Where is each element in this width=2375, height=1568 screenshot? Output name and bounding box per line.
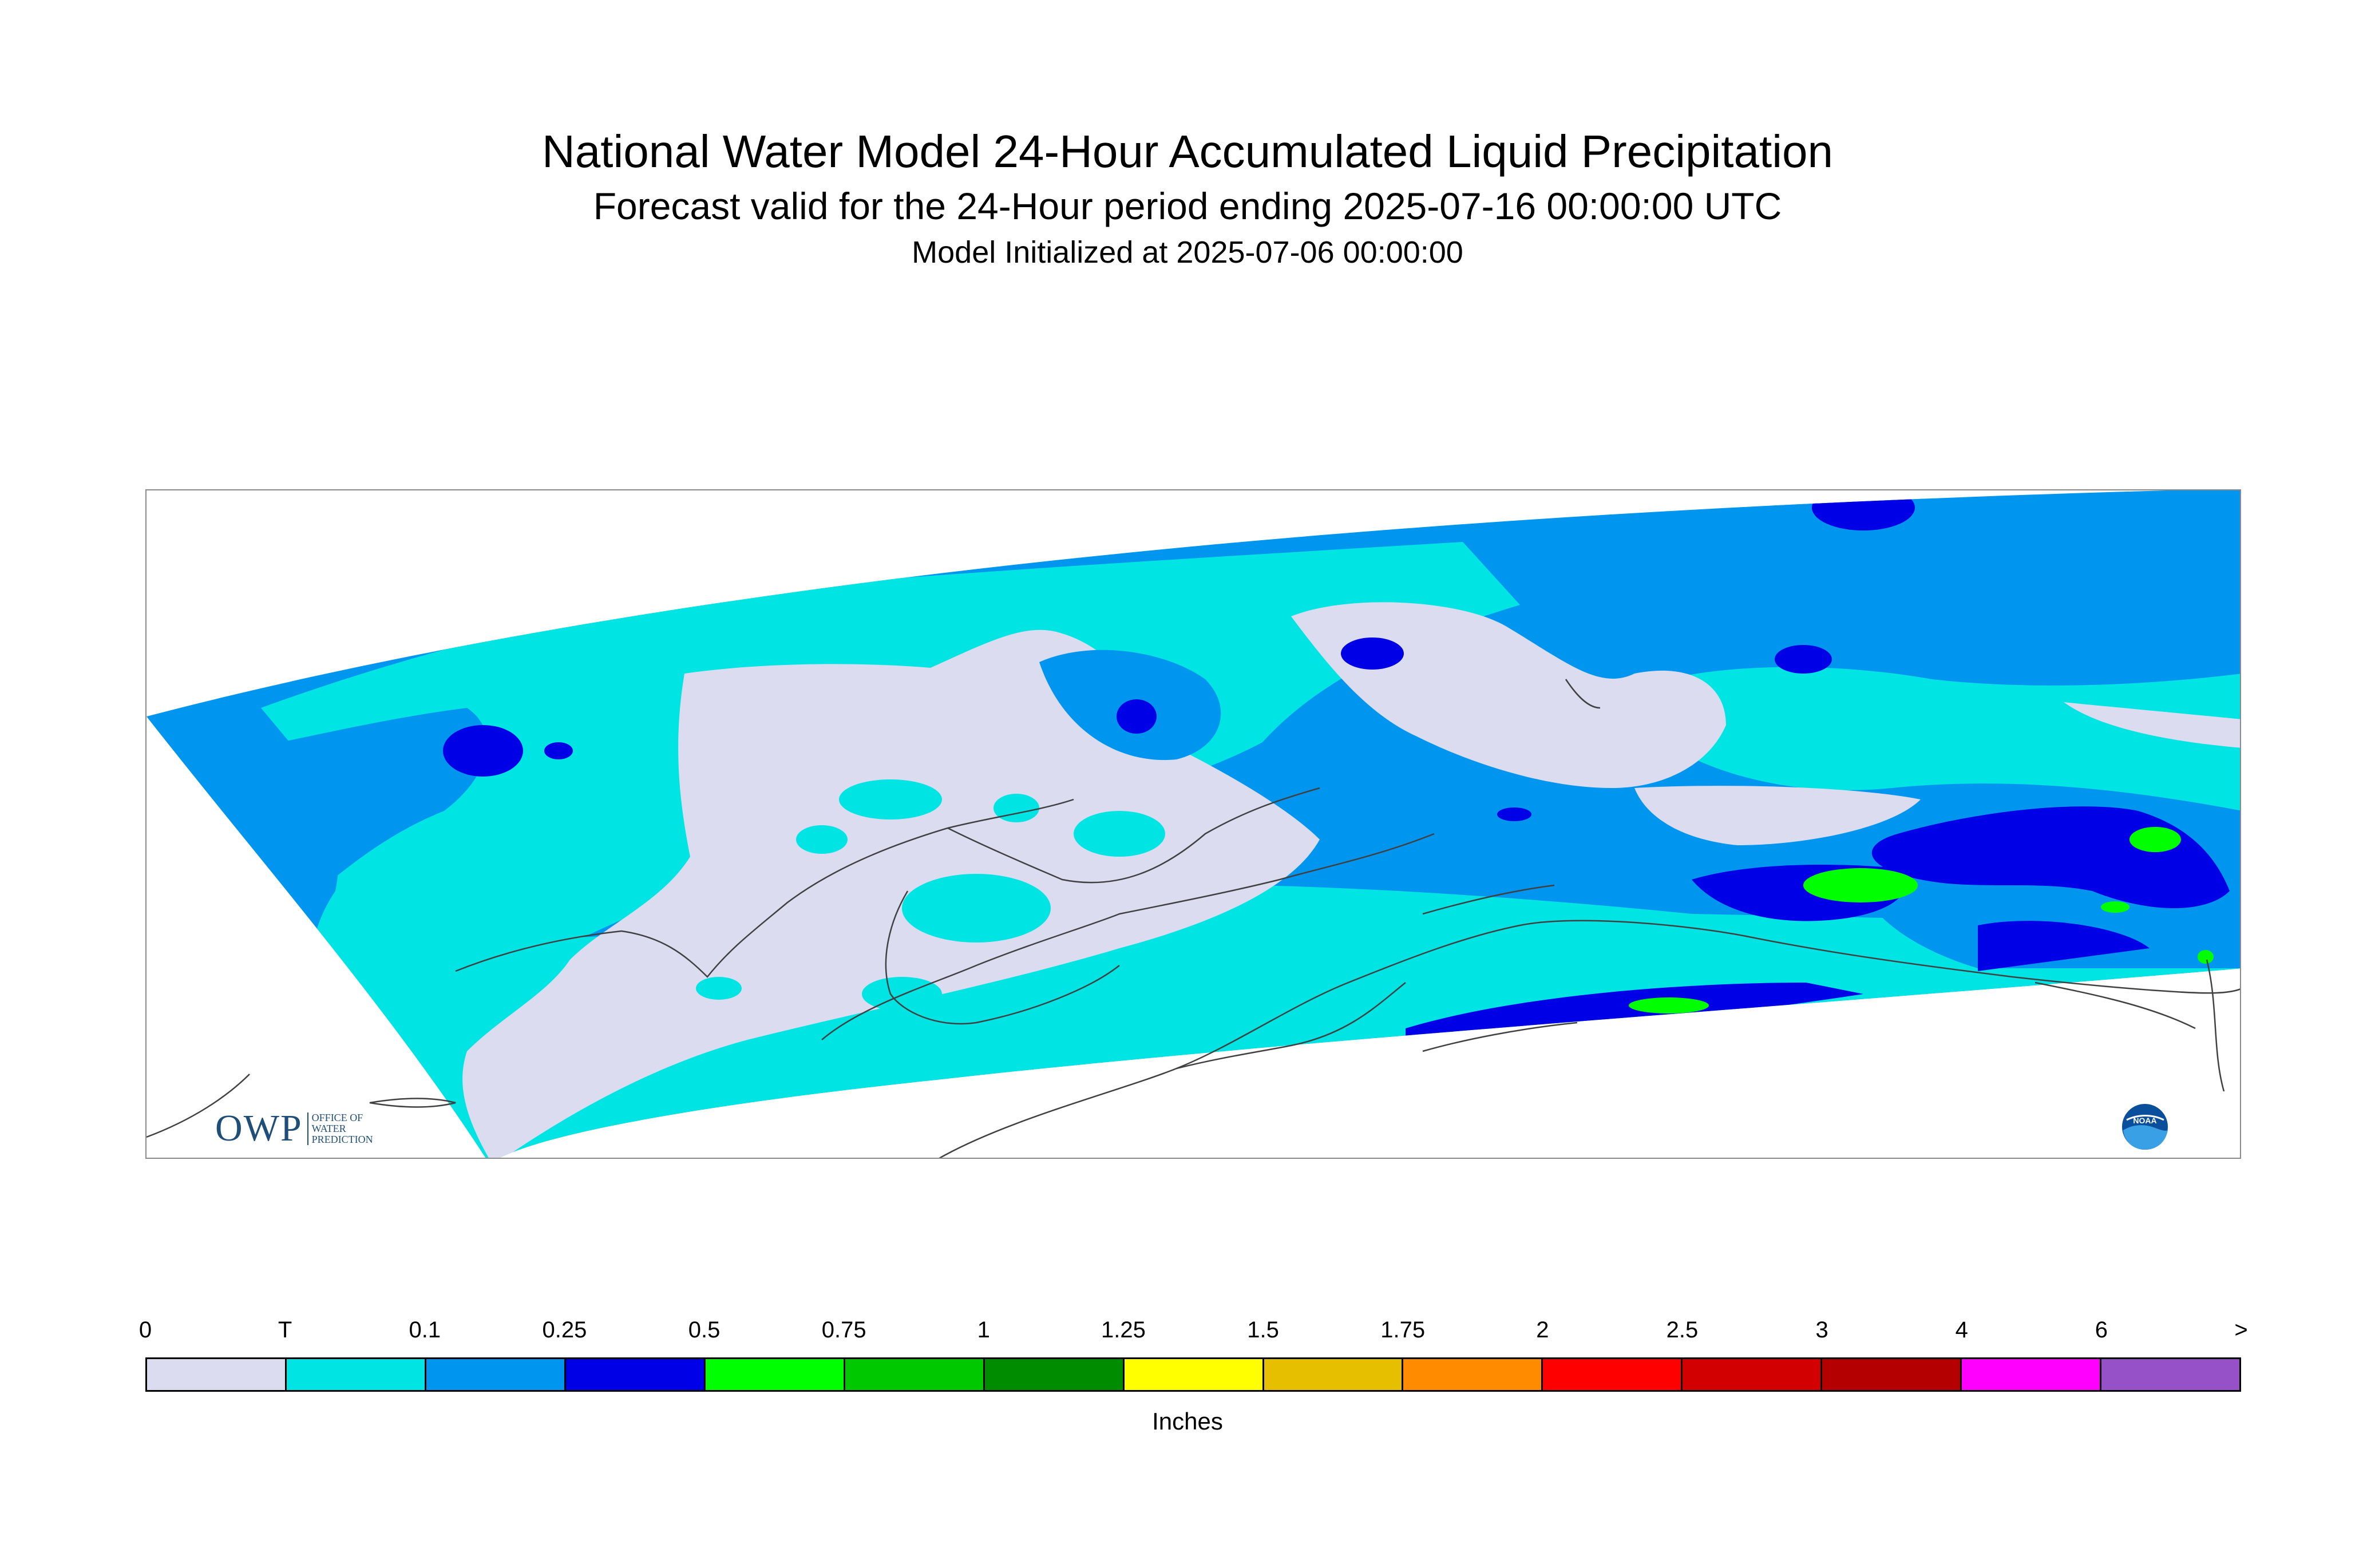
colorbar-swatch	[1543, 1359, 1683, 1390]
precip-band-0.25	[443, 725, 523, 777]
precip-zero-interior	[462, 629, 1320, 1158]
precip-trace-patch	[1074, 811, 1165, 857]
colorbar-tick-label: 1.25	[1101, 1317, 1146, 1343]
precip-band-0.1	[1451, 787, 1589, 861]
colorbar-swatch	[565, 1359, 706, 1390]
map-title: National Water Model 24-Hour Accumulated…	[542, 126, 1833, 177]
precip-band-0.25	[1341, 638, 1404, 670]
colorbar-tick-label: >	[2234, 1317, 2248, 1343]
precip-trace-east	[1646, 667, 2240, 811]
precip-band-0.5	[2198, 950, 2214, 964]
precip-band-0.25	[544, 742, 573, 759]
colorbar-swatch	[1962, 1359, 2102, 1390]
colorbar-swatch	[2101, 1359, 2240, 1390]
precip-trace-patch	[796, 825, 848, 854]
colorbar-tick-label: 2.5	[1666, 1317, 1699, 1343]
colorbar-tick-label: 0.1	[409, 1317, 441, 1343]
coastline-southeast	[1422, 1021, 1578, 1052]
precip-trace-patch	[696, 977, 742, 1000]
noaa-logo-text: NOAA	[2133, 1116, 2156, 1125]
coastline-lake	[885, 890, 1120, 1025]
colorbar-tick-label: 0.25	[542, 1317, 587, 1343]
owp-line-2: WATER	[311, 1122, 346, 1134]
precip-band-0.25	[1117, 699, 1157, 734]
precip-trace-patch	[902, 874, 1051, 943]
owp-line-3: PREDICTION	[311, 1133, 373, 1145]
colorbar-tick-label: 3	[1815, 1317, 1828, 1343]
noaa-logo-icon: NOAA	[2122, 1104, 2168, 1150]
precipitation-map	[147, 490, 2240, 1158]
colorbar	[145, 1357, 2241, 1392]
precip-field	[147, 490, 2240, 1158]
precip-band-0.5	[1629, 997, 1709, 1013]
precip-trace-patch	[993, 794, 1039, 822]
colorbar-tick-label: 1.5	[1247, 1317, 1279, 1343]
colorbar-swatch	[1683, 1359, 1823, 1390]
owp-logo-text: OWP	[215, 1107, 303, 1149]
colorbar-swatch	[1264, 1359, 1404, 1390]
colorbar-swatch	[845, 1359, 985, 1390]
colorbar-swatch	[426, 1359, 566, 1390]
colorbar-swatch	[286, 1359, 426, 1390]
precip-trace-patch	[839, 779, 942, 819]
coast-inlet-ne	[1565, 679, 1601, 709]
coastline-east-edge	[2206, 959, 2225, 1092]
coastline-sw	[147, 1074, 250, 1138]
precip-trace-patch	[862, 977, 942, 1011]
colorbar-tick-label: 4	[1955, 1317, 1968, 1343]
owp-line-1: OFFICE OF	[311, 1111, 363, 1123]
coastlines	[147, 679, 2240, 1158]
inlet-coast	[947, 787, 1320, 884]
precip-band-0.25	[1978, 921, 2150, 971]
precip-band-0.5	[2101, 901, 2129, 913]
colorbar-tick-label: 2	[1536, 1317, 1549, 1343]
owp-logo-subtitle: OFFICE OF WATER PREDICTION	[307, 1112, 373, 1145]
colorbar-swatch	[1124, 1359, 1264, 1390]
colorbar-swatch	[1822, 1359, 1962, 1390]
colorbar-swatch	[1403, 1359, 1543, 1390]
colorbar-swatch	[984, 1359, 1125, 1390]
coastline-interior	[455, 798, 1074, 978]
map-frame[interactable]: OWP OFFICE OF WATER PREDICTION NOAA	[145, 489, 2241, 1159]
island-chain	[1176, 982, 1406, 1070]
colorbar-swatch	[705, 1359, 845, 1390]
precip-band-0.1-west	[221, 708, 487, 891]
colorbar-tick-label: 0	[138, 1317, 152, 1343]
precip-band-0.5	[1803, 868, 1918, 902]
colorbar-tick-label: 1.75	[1380, 1317, 1426, 1343]
precip-band-0.5	[2129, 827, 2181, 852]
precip-band-0.25	[1775, 645, 1832, 674]
colorbar-units: Inches	[1152, 1408, 1223, 1435]
peninsula-coast	[821, 833, 1435, 1040]
precip-zero-ne	[2064, 702, 2240, 748]
colorbar-tick-label: 1	[977, 1317, 990, 1343]
colorbar-tick-label: 6	[2095, 1317, 2108, 1343]
island-west	[369, 1098, 456, 1108]
coast-kodiak	[1422, 884, 1555, 915]
colorbar-tick-label: 0.5	[688, 1317, 721, 1343]
title-block: National Water Model 24-Hour Accumulated…	[0, 123, 2375, 273]
precip-band-0.25	[1497, 807, 1531, 821]
colorbar-legend: 0 T 0.1 0.25 0.5 0.75 1 1.25 1.5 1.75 2 2.5 3 4 6 >	[139, 1316, 2248, 1413]
colorbar-tick-label: T	[278, 1317, 292, 1343]
map-subtitle: Forecast valid for the 24-Hour period en…	[593, 185, 1782, 227]
precip-zero-east	[1634, 786, 1921, 845]
owp-logo: OWP OFFICE OF WATER PREDICTION	[215, 1107, 373, 1149]
colorbar-swatch	[147, 1359, 287, 1390]
model-init-time: Model Initialized at 2025-07-06 00:00:00	[912, 235, 1463, 270]
colorbar-tick-label: 0.75	[821, 1317, 866, 1343]
coastline-east	[2034, 981, 2196, 1030]
precip-band-0.1	[1744, 496, 2043, 654]
